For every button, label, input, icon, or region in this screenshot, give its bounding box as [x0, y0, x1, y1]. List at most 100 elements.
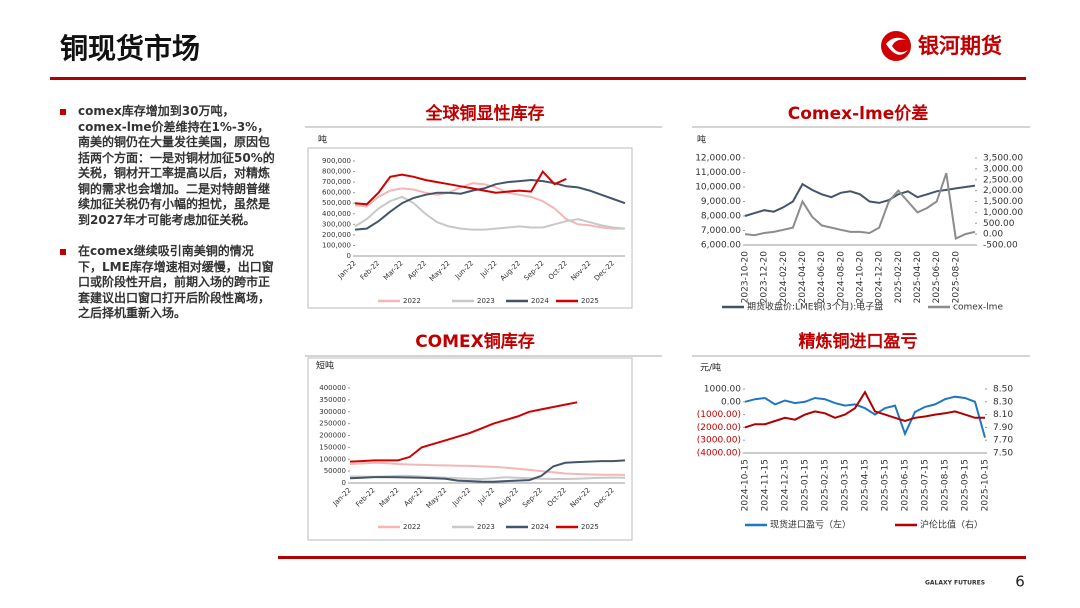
y-tick-label: 0.00: [721, 397, 741, 407]
x-tick-label: 2025-02-15: [821, 459, 831, 511]
x-tick-label: May-22: [425, 486, 449, 510]
footer-brand: GALAXY FUTURES: [925, 580, 985, 587]
y-tick-label: 300,000: [322, 220, 351, 228]
x-tick-label: Nov-22: [569, 486, 592, 509]
x-tick-label: Jul-22: [478, 259, 498, 279]
y-tick-label: 12,000.00: [695, 154, 741, 164]
legend-label: 2024: [531, 523, 549, 531]
x-tick-label: Dec-22: [593, 486, 616, 509]
chart-title: 精炼铜进口盈亏: [799, 331, 918, 352]
x-tick-label: Mar-22: [378, 486, 401, 509]
x-tick-label: 2024-12-15: [781, 459, 791, 511]
x-tick-label: 2024-08-20: [836, 251, 846, 304]
x-tick-label: 2025-02-20: [894, 251, 904, 304]
y-tick-label: 400000: [319, 384, 346, 392]
y-tick-label: 8,000.00: [701, 212, 741, 222]
y2-tick-label: 8.10: [993, 410, 1013, 420]
y2-tick-label: 7.50: [993, 449, 1013, 459]
series-line: [354, 195, 626, 231]
x-tick-label: 2025-08-15: [941, 459, 951, 511]
y2-tick-label: 0.00: [983, 230, 1003, 240]
y-tick-label: 600,000: [322, 189, 351, 197]
y2-tick-label: 8.50: [993, 385, 1013, 395]
x-tick-label: 2025-06-15: [901, 459, 911, 511]
x-tick-label: Jan-22: [336, 259, 358, 281]
legend-label: comex-lme: [953, 303, 1003, 313]
legend-label: 期货收盘价:LME铜(3个月):电子盘: [747, 301, 883, 313]
y-tick-label: 700,000: [322, 178, 351, 186]
legend-label: 2023: [477, 297, 495, 305]
page-number: 6: [1015, 573, 1025, 591]
series-line: [744, 390, 985, 429]
y2-tick-label: 7.70: [993, 436, 1013, 446]
x-tick-label: Jul-22: [476, 486, 496, 506]
x-tick-label: Sep-22: [523, 259, 546, 282]
y-tick-label: 300000: [319, 408, 346, 416]
x-tick-label: 2025-01-15: [801, 459, 811, 511]
logo-icon: [881, 31, 911, 61]
series-line: [349, 474, 626, 481]
series-line: [354, 169, 567, 206]
y-tick-label: 250000: [319, 420, 346, 428]
x-tick-label: Jun-22: [450, 486, 472, 508]
x-tick-label: Oct-22: [547, 259, 569, 281]
y-tick-label: 400,000: [322, 210, 351, 218]
x-tick-label: Dec-22: [593, 259, 616, 282]
chart-title: COMEX铜库存: [415, 331, 535, 352]
y-tick-label: (1000.00): [697, 410, 741, 420]
y2-tick-label: 7.90: [993, 423, 1013, 433]
y-tick-label: 0: [347, 252, 351, 260]
y-tick-label: 800,000: [322, 168, 351, 176]
axis-unit: 元/吨: [700, 362, 721, 374]
x-tick-label: 2024-12-20: [875, 251, 885, 304]
y2-tick-label: 1,000.00: [983, 208, 1023, 218]
x-tick-label: 2025-09-15: [961, 459, 971, 511]
x-tick-label: Jun-22: [453, 259, 475, 281]
y-tick-label: 200,000: [322, 231, 351, 239]
legend-label: 2022: [403, 523, 421, 531]
x-tick-label: 2025-06-20: [932, 251, 942, 304]
logo-text: 银河期货: [918, 34, 1002, 58]
y-tick-label: 350000: [319, 396, 346, 404]
x-tick-label: Oct-22: [546, 486, 568, 508]
legend-label: 2025: [581, 523, 599, 531]
y-tick-label: 7,000.00: [701, 226, 741, 236]
series-line: [744, 172, 976, 240]
x-tick-label: 2024-10-15: [741, 459, 751, 511]
footer-rule: [278, 556, 1026, 559]
series-line: [744, 395, 986, 438]
x-tick-label: 2024-06-20: [817, 251, 827, 304]
x-tick-label: Aug-22: [499, 259, 522, 282]
chart-title: Comex-lme价差: [788, 103, 929, 124]
y2-tick-label: 2,000.00: [983, 186, 1023, 196]
y-tick-label: (3000.00): [697, 436, 741, 446]
y2-tick-label: -500.00: [983, 241, 1018, 251]
y-tick-label: 200000: [319, 432, 346, 440]
bullet-list: comex库存增加到30万吨，comex-lme价差维持在1%-3%，南美的铜仍…: [58, 104, 276, 338]
y-tick-label: 9,000.00: [701, 197, 741, 207]
y2-tick-label: 2,500.00: [983, 175, 1023, 185]
y-tick-label: 0: [342, 479, 346, 487]
x-tick-label: 2023-12-20: [760, 251, 770, 304]
logo-swirl: [886, 37, 908, 55]
series-line: [349, 459, 626, 483]
y-tick-label: 100000: [319, 455, 346, 463]
y-tick-label: 100,000: [322, 241, 351, 249]
slide-title: 铜现货市场: [60, 32, 200, 65]
y2-tick-label: 3,000.00: [983, 164, 1023, 174]
x-tick-label: 2024-04-20: [798, 251, 808, 304]
x-tick-label: 2025-05-15: [881, 459, 891, 511]
x-tick-label: Apr-22: [406, 259, 428, 281]
bullet: comex库存增加到30万吨，comex-lme价差维持在1%-3%，南美的铜仍…: [58, 104, 276, 228]
x-tick-label: Jan-22: [331, 486, 353, 508]
x-tick-label: 2025-03-15: [841, 459, 851, 511]
legend-label: 沪伦比值（右）: [920, 519, 983, 531]
y-tick-label: (2000.00): [697, 423, 741, 433]
legend-label: 现货进口盈亏（左）: [770, 519, 851, 531]
y2-tick-label: 8.30: [993, 397, 1013, 407]
x-tick-label: Nov-22: [569, 259, 592, 282]
series-line: [744, 182, 976, 217]
legend-label: 2023: [477, 523, 495, 531]
